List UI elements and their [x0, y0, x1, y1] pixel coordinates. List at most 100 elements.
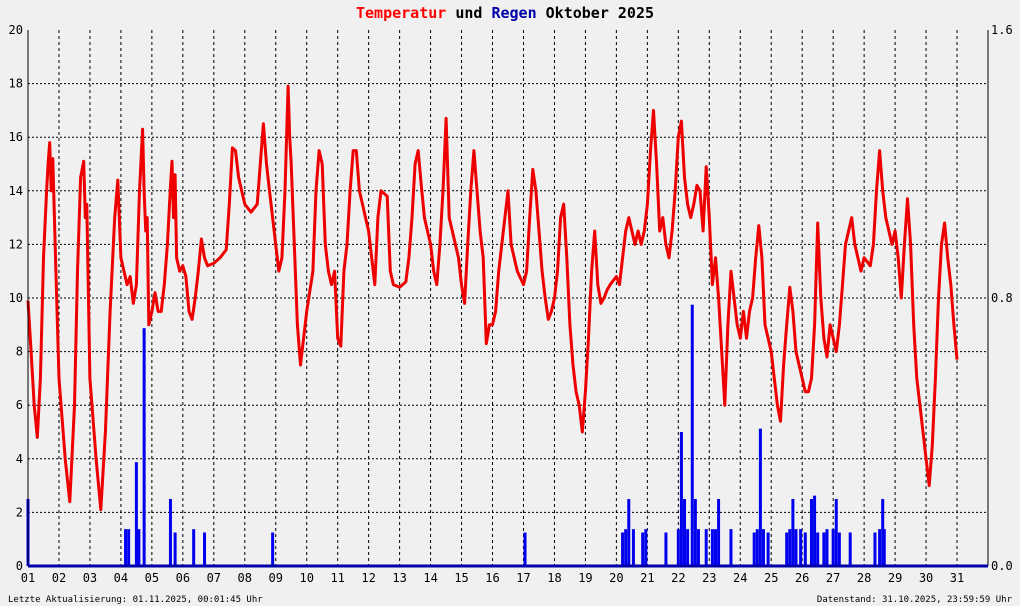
x-tick-label: 28	[857, 571, 871, 585]
rain-bar	[679, 432, 683, 566]
chart-title: Temperatur und Regen Oktober 2025	[356, 4, 654, 22]
left-tick-label: 4	[16, 452, 23, 466]
x-tick-label: 05	[145, 571, 159, 585]
left-tick-label: 2	[16, 505, 23, 519]
x-tick-label: 20	[609, 571, 623, 585]
left-tick-label: 0	[16, 559, 23, 573]
rain-bar	[676, 529, 680, 566]
left-tick-label: 16	[9, 130, 23, 144]
left-tick-label: 8	[16, 345, 23, 359]
rain-bar	[644, 529, 648, 566]
x-tick-label: 14	[423, 571, 437, 585]
title-rain: Regen	[491, 4, 536, 22]
x-tick-label: 21	[640, 571, 654, 585]
left-tick-label: 6	[16, 398, 23, 412]
rain-bar	[683, 499, 687, 566]
rain-bar	[766, 532, 770, 566]
rain-bar	[624, 529, 628, 566]
rain-bar	[713, 529, 717, 566]
axes	[27, 30, 989, 568]
rain-bar	[664, 532, 668, 566]
x-tick-label: 09	[269, 571, 283, 585]
rain-bar	[803, 532, 807, 566]
rain-bar	[848, 532, 852, 566]
rain-bar	[641, 532, 645, 566]
rain-bar	[813, 495, 817, 566]
rain-bar	[825, 529, 829, 566]
rain-bar	[124, 529, 128, 566]
rain-bar	[627, 499, 631, 566]
rain-bar	[134, 462, 138, 566]
x-tick-label: 03	[83, 571, 97, 585]
x-tick-label: 10	[299, 571, 313, 585]
x-tick-label: 02	[52, 571, 66, 585]
rain-bar	[809, 499, 813, 566]
rain-bar	[127, 529, 131, 566]
rain-bar	[791, 499, 795, 566]
rain-bar	[710, 529, 714, 566]
left-tick-label: 18	[9, 77, 23, 91]
rain-bar	[704, 529, 708, 566]
x-tick-label: 26	[795, 571, 809, 585]
x-tick-label: 01	[21, 571, 35, 585]
x-tick-label: 30	[919, 571, 933, 585]
x-axis-labels: 01 02 03 04 05 06 07 08 09 10 11 12 13 14 15 16 17 18 19 20…	[21, 571, 964, 585]
x-tick-label: 12	[361, 571, 375, 585]
rain-bar	[686, 529, 690, 566]
rain-bar	[137, 529, 141, 566]
rain-bar	[173, 532, 177, 566]
right-tick-label: 1.6	[991, 23, 1013, 37]
x-tick-label: 24	[733, 571, 747, 585]
rain-bar	[758, 428, 762, 566]
rain-bar	[729, 529, 733, 566]
x-tick-label: 27	[826, 571, 840, 585]
x-tick-label: 29	[888, 571, 902, 585]
right-axis-labels: 0.0 0.8 1.6	[991, 23, 1013, 573]
x-tick-label: 04	[114, 571, 128, 585]
x-tick-label: 19	[578, 571, 592, 585]
x-tick-label: 11	[330, 571, 344, 585]
title-month: Oktober 2025	[537, 4, 654, 22]
rain-bar	[831, 529, 835, 566]
rain-bar	[878, 529, 882, 566]
x-tick-label: 22	[671, 571, 685, 585]
x-tick-label: 17	[516, 571, 530, 585]
left-tick-label: 12	[9, 237, 23, 251]
rain-bar	[696, 529, 700, 566]
rain-bar	[752, 532, 756, 566]
rain-bar	[761, 529, 765, 566]
left-axis-labels: 0 2 4 6 8 10 12 14 16 18 20	[9, 23, 23, 573]
x-tick-label: 23	[702, 571, 716, 585]
left-tick-label: 10	[9, 291, 23, 305]
rain-bar	[192, 529, 196, 566]
x-tick-label: 08	[238, 571, 252, 585]
temperature-line	[26, 84, 959, 512]
rain-bar	[271, 532, 275, 566]
footer-data-status: Datenstand: 31.10.2025, 23:59:59 Uhr	[817, 595, 1013, 605]
rain-bar	[621, 532, 625, 566]
rain-bar	[882, 529, 886, 566]
rain-bar	[631, 529, 635, 566]
x-tick-label: 13	[392, 571, 406, 585]
title-temperature: Temperatur	[356, 4, 446, 22]
x-tick-label: 18	[547, 571, 561, 585]
right-tick-label: 0.8	[991, 291, 1013, 305]
rain-bar	[799, 529, 803, 566]
rain-bar	[168, 499, 172, 566]
x-tick-label: 31	[950, 571, 964, 585]
title-and: und	[446, 4, 491, 22]
rain-bar	[837, 532, 841, 566]
grid-lines	[28, 30, 988, 566]
rain-bar	[142, 328, 146, 566]
rain-bar	[755, 529, 759, 566]
rain-bar	[873, 532, 877, 566]
rain-bar	[881, 499, 885, 566]
rain-bar	[690, 304, 694, 566]
rain-bar	[717, 499, 721, 566]
rain-bar	[523, 532, 527, 566]
rain-bar	[834, 499, 838, 566]
rain-bar	[785, 532, 789, 566]
rain-bars	[26, 304, 886, 566]
left-tick-label: 14	[9, 184, 23, 198]
rain-bar	[788, 529, 792, 566]
